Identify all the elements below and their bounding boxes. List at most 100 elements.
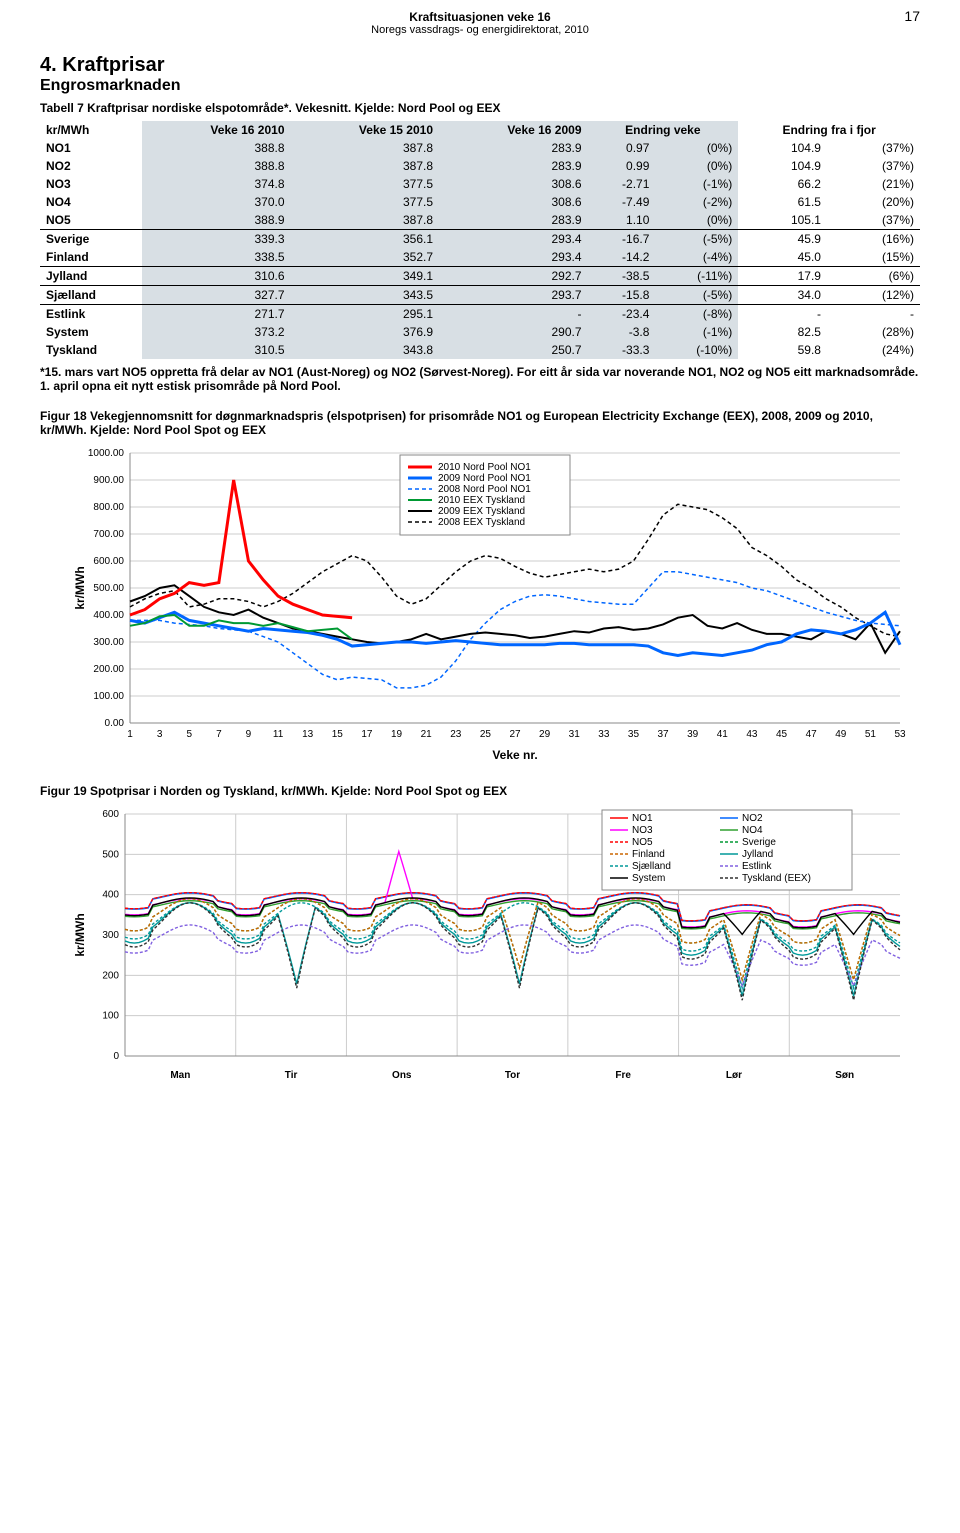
svg-text:300: 300	[102, 930, 119, 941]
td-d1: 0.97	[588, 139, 656, 157]
svg-text:2009 Nord Pool NO1: 2009 Nord Pool NO1	[438, 473, 531, 484]
td-d1p: (0%)	[655, 157, 738, 175]
svg-text:Fre: Fre	[615, 1070, 631, 1081]
td-d2: 59.8	[738, 341, 827, 359]
td-d1: -33.3	[588, 341, 656, 359]
svg-text:41: 41	[717, 729, 729, 740]
section-title: Kraftprisar	[62, 54, 164, 76]
svg-text:0: 0	[113, 1051, 119, 1062]
td-v1: 271.7	[142, 305, 291, 324]
svg-text:11: 11	[273, 729, 284, 740]
td-d2p: (37%)	[827, 211, 920, 230]
td-label: NO4	[40, 193, 142, 211]
table-row: NO1388.8387.8283.90.97(0%)104.9(37%)	[40, 139, 920, 157]
td-d1p: (0%)	[655, 139, 738, 157]
td-v3: -	[439, 305, 588, 324]
td-v3: 283.9	[439, 157, 588, 175]
td-v3: 308.6	[439, 193, 588, 211]
td-d2p: (12%)	[827, 286, 920, 305]
td-d2p: (6%)	[827, 267, 920, 286]
td-v3: 292.7	[439, 267, 588, 286]
td-d1p: (0%)	[655, 211, 738, 230]
td-d2: 45.9	[738, 230, 827, 249]
table-row: NO2388.8387.8283.90.99(0%)104.9(37%)	[40, 157, 920, 175]
svg-text:2008 EEX Tyskland: 2008 EEX Tyskland	[438, 517, 525, 528]
td-v3: 293.4	[439, 248, 588, 267]
svg-text:35: 35	[628, 729, 640, 740]
svg-text:21: 21	[421, 729, 433, 740]
td-v2: 343.5	[291, 286, 440, 305]
svg-text:Tyskland (EEX): Tyskland (EEX)	[742, 873, 811, 884]
svg-text:400: 400	[102, 890, 119, 901]
svg-text:500: 500	[102, 849, 119, 860]
svg-text:900.00: 900.00	[93, 475, 124, 486]
svg-text:29: 29	[539, 729, 551, 740]
td-v2: 377.5	[291, 175, 440, 193]
svg-text:31: 31	[569, 729, 581, 740]
col-endring-veke: Endring veke	[588, 121, 739, 139]
svg-text:Tir: Tir	[285, 1070, 298, 1081]
svg-text:7: 7	[216, 729, 222, 740]
svg-text:Ons: Ons	[392, 1070, 412, 1081]
td-d1: -15.8	[588, 286, 656, 305]
td-d1p: (-2%)	[655, 193, 738, 211]
svg-text:27: 27	[509, 729, 521, 740]
svg-text:53: 53	[894, 729, 906, 740]
svg-text:Sverige: Sverige	[742, 837, 776, 848]
td-v1: 339.3	[142, 230, 291, 249]
svg-text:0.00: 0.00	[105, 718, 125, 729]
td-v3: 290.7	[439, 323, 588, 341]
td-d2p: (15%)	[827, 248, 920, 267]
svg-text:17: 17	[361, 729, 373, 740]
page-number: 17	[904, 8, 920, 24]
td-label: NO5	[40, 211, 142, 230]
td-v1: 388.8	[142, 139, 291, 157]
td-v3: 293.4	[439, 230, 588, 249]
td-d1p: (-1%)	[655, 175, 738, 193]
td-d2p: (16%)	[827, 230, 920, 249]
td-v1: 327.7	[142, 286, 291, 305]
td-label: NO3	[40, 175, 142, 193]
svg-text:5: 5	[186, 729, 192, 740]
svg-text:9: 9	[246, 729, 252, 740]
td-v2: 349.1	[291, 267, 440, 286]
table7: kr/MWh Veke 16 2010 Veke 15 2010 Veke 16…	[40, 121, 920, 359]
svg-text:23: 23	[450, 729, 462, 740]
td-d1: -38.5	[588, 267, 656, 286]
td-label: NO2	[40, 157, 142, 175]
td-v1: 310.5	[142, 341, 291, 359]
svg-text:Man: Man	[170, 1070, 190, 1081]
svg-text:33: 33	[598, 729, 610, 740]
td-v3: 250.7	[439, 341, 588, 359]
svg-text:200.00: 200.00	[93, 664, 124, 675]
svg-text:3: 3	[157, 729, 163, 740]
td-label: Sjælland	[40, 286, 142, 305]
td-v2: 387.8	[291, 211, 440, 230]
table-row: Sjælland327.7343.5293.7-15.8(-5%)34.0(12…	[40, 286, 920, 305]
svg-text:700.00: 700.00	[93, 529, 124, 540]
svg-text:43: 43	[746, 729, 758, 740]
svg-text:Søn: Søn	[835, 1070, 854, 1081]
table-row: Tyskland310.5343.8250.7-33.3(-10%)59.8(2…	[40, 341, 920, 359]
svg-text:2010 EEX Tyskland: 2010 EEX Tyskland	[438, 495, 525, 506]
svg-text:NO5: NO5	[632, 837, 653, 848]
svg-text:kr/MWh: kr/MWh	[73, 566, 87, 609]
svg-text:800.00: 800.00	[93, 502, 124, 513]
td-v3: 283.9	[439, 139, 588, 157]
td-label: Sverige	[40, 230, 142, 249]
svg-text:Jylland: Jylland	[742, 849, 773, 860]
fig18-chart: 0.00100.00200.00300.00400.00500.00600.00…	[70, 443, 950, 768]
fig18-caption: Figur 18 Vekegjennomsnitt for døgnmarkna…	[40, 409, 920, 437]
td-d2p: -	[827, 305, 920, 324]
svg-text:System: System	[632, 873, 665, 884]
td-d2p: (28%)	[827, 323, 920, 341]
table-row: Sverige339.3356.1293.4-16.7(-5%)45.9(16%…	[40, 230, 920, 249]
td-d2: 45.0	[738, 248, 827, 267]
td-d1: -7.49	[588, 193, 656, 211]
td-label: Tyskland	[40, 341, 142, 359]
td-v1: 373.2	[142, 323, 291, 341]
table-row: NO4370.0377.5308.6-7.49(-2%)61.5(20%)	[40, 193, 920, 211]
td-v3: 283.9	[439, 211, 588, 230]
td-d2p: (37%)	[827, 139, 920, 157]
td-d2: 61.5	[738, 193, 827, 211]
